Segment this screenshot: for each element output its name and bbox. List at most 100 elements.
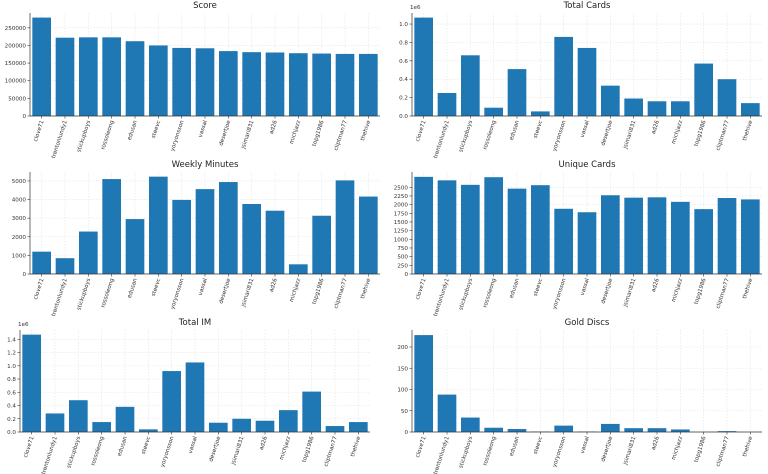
bar-yoryonsson	[172, 199, 191, 274]
bar-edusan	[115, 406, 135, 432]
y-tick-label: 1000	[12, 253, 27, 259]
x-tick-label: jsimari831	[622, 435, 637, 466]
x-tick-label: topg1986	[302, 435, 316, 463]
bar-topg1986	[312, 53, 331, 116]
y-tick-label: 1500	[394, 220, 409, 226]
bar-rossoleong	[102, 37, 121, 116]
x-tick-label: stickupboys	[458, 120, 474, 153]
bar-stickupboys	[79, 231, 98, 274]
x-tick-label: michjazz	[289, 120, 302, 145]
x-tick-label: edusan	[509, 119, 521, 141]
bar-topg1986	[302, 391, 321, 432]
x-tick-label: clove71	[415, 277, 428, 300]
x-tick-label: ad26	[651, 435, 661, 451]
x-tick-label: desertjoe	[208, 435, 222, 462]
bar-stickupboys	[461, 55, 480, 116]
bar-jsimari831	[624, 428, 643, 432]
bar-thehive	[349, 422, 368, 432]
x-tick-label: clove71	[33, 277, 46, 300]
y-tick-label: 0	[22, 272, 26, 278]
bar-ad26	[647, 101, 667, 116]
bar-thehive	[359, 196, 378, 274]
bar-rossoleong	[484, 177, 503, 274]
x-tick-label: jsimari831	[622, 277, 637, 308]
x-tick-label: thehive	[350, 435, 362, 457]
bar-clove71	[32, 17, 51, 116]
x-tick-label: steevc	[533, 278, 544, 297]
x-tick-label: jsimari831	[240, 277, 255, 308]
x-tick-label: cliptman77	[333, 119, 349, 151]
x-tick-label: yoryonsson	[160, 435, 176, 468]
y-tick-label: 2000	[12, 235, 27, 241]
bar-yoryonsson	[554, 425, 573, 432]
x-tick-label: clove71	[415, 435, 428, 458]
axis-frame	[411, 330, 762, 433]
axis-frame	[411, 13, 762, 117]
bar-stickupboys	[69, 400, 88, 432]
bar-steevc	[531, 185, 550, 274]
bar-cliptman77	[335, 180, 355, 274]
bar-ad26	[255, 420, 275, 432]
y-tick-label: 0	[22, 114, 26, 120]
bar-clove71	[414, 17, 433, 117]
bar-ad26	[647, 428, 667, 432]
bar-rossoleong	[484, 107, 503, 116]
y-tick-label: 2000	[394, 203, 409, 209]
y-tick-label: 0.6	[399, 59, 408, 65]
bar-topg1986	[694, 209, 713, 274]
bar-vassal	[195, 48, 215, 116]
y-tick-label: 500	[397, 255, 408, 261]
x-tick-label: desertjoe	[218, 119, 232, 146]
bar-topg1986	[694, 63, 713, 116]
bar-cliptman77	[335, 53, 355, 116]
x-tick-label: trentonlundy1	[51, 119, 69, 159]
bar-trentonlundy1	[437, 180, 457, 274]
y-tick-label: 0.4	[399, 77, 408, 83]
y-tick-label: 50000	[8, 96, 26, 102]
bar-clove71	[414, 176, 433, 274]
y-tick-label: 1250	[394, 229, 409, 235]
x-tick-label: steevc	[151, 120, 162, 139]
y-tick-label: 0.2	[399, 96, 408, 102]
bar-rossoleong	[102, 179, 121, 274]
y-tick-label: 150000	[5, 61, 27, 67]
bar-edusan	[507, 188, 527, 274]
x-tick-label: rossoleong	[482, 119, 497, 150]
bar-desertjoe	[209, 422, 228, 432]
x-tick-label: vassal	[188, 435, 199, 454]
y-tick-label: 0.8	[7, 377, 16, 383]
x-tick-label: ad26	[259, 435, 269, 451]
y-tick-label: 200000	[5, 43, 27, 49]
x-tick-label: stickupboys	[76, 278, 92, 311]
bar-trentonlundy1	[45, 413, 65, 432]
x-tick-label: rossoleong	[482, 277, 497, 308]
chart-title: Gold Discs	[565, 318, 610, 328]
y-tick-label: 0.2	[7, 417, 16, 423]
x-tick-label: topg1986	[694, 435, 708, 463]
bar-ad26	[265, 210, 285, 274]
x-tick-label: desertjoe	[218, 277, 232, 304]
x-tick-label: cliptman77	[333, 277, 349, 309]
x-tick-label: edusan	[127, 277, 139, 299]
x-tick-label: yoryonsson	[170, 119, 186, 152]
chart-1: 0.0 0.2 0.4 0.6 0.8 1.0 clove71 trentonlundy1 st…	[399, 1, 762, 159]
bar-clove71	[32, 251, 51, 274]
x-tick-label: michjazz	[671, 120, 684, 145]
bar-jsimari831	[242, 52, 261, 116]
bar-rossoleong	[484, 427, 503, 432]
x-tick-label: steevc	[141, 436, 152, 455]
bar-edusan	[507, 69, 527, 116]
x-tick-label: jsimari831	[622, 119, 637, 150]
bar-cliptman77	[717, 431, 737, 432]
x-tick-label: michjazz	[671, 436, 684, 461]
y-tick-label: 0.6	[7, 390, 16, 396]
bar-thehive	[741, 199, 760, 274]
x-tick-label: trentonlundy1	[433, 435, 451, 474]
bar-steevc	[531, 111, 550, 116]
bar-topg1986	[312, 215, 331, 274]
x-tick-label: stickupboys	[66, 436, 82, 469]
x-tick-label: steevc	[151, 278, 162, 297]
bar-cliptman77	[325, 426, 345, 432]
bar-yoryonsson	[172, 47, 191, 116]
bar-jsimari831	[624, 197, 643, 274]
